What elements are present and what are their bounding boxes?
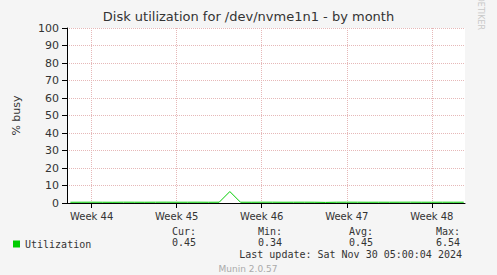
svg-text:0: 0 <box>52 197 59 210</box>
svg-text:80: 80 <box>45 57 59 70</box>
svg-text:Last update: Sat Nov 30 05:00:: Last update: Sat Nov 30 05:00:04 2024 <box>239 249 462 260</box>
svg-text:30: 30 <box>45 144 59 157</box>
svg-text:90: 90 <box>45 39 59 52</box>
svg-text:0.34: 0.34 <box>258 237 282 248</box>
svg-text:20: 20 <box>45 162 59 175</box>
svg-text:50: 50 <box>45 109 59 122</box>
svg-text:0.45: 0.45 <box>172 237 196 248</box>
svg-text:Min:: Min: <box>258 226 282 237</box>
svg-text:RRDTOOL / TOBI OETIKER: RRDTOOL / TOBI OETIKER <box>476 0 485 30</box>
svg-text:Munin 2.0.57: Munin 2.0.57 <box>219 264 278 274</box>
svg-text:Disk utilization for /dev/nvme: Disk utilization for /dev/nvme1n1 - by m… <box>103 9 394 24</box>
svg-text:Week 47: Week 47 <box>325 211 368 222</box>
svg-text:6.54: 6.54 <box>436 237 460 248</box>
svg-text:0.45: 0.45 <box>349 237 373 248</box>
svg-text:70: 70 <box>45 74 59 87</box>
svg-text:Cur:: Cur: <box>172 226 196 237</box>
svg-text:Utilization: Utilization <box>25 239 91 250</box>
svg-text:Avg:: Avg: <box>349 226 373 237</box>
svg-text:60: 60 <box>45 92 59 105</box>
svg-text:Week 44: Week 44 <box>70 211 113 222</box>
svg-text:Week 45: Week 45 <box>155 211 198 222</box>
svg-text:Max:: Max: <box>436 226 460 237</box>
svg-text:% busy: % busy <box>10 95 23 136</box>
svg-text:Week 46: Week 46 <box>240 211 283 222</box>
svg-text:100: 100 <box>38 22 59 35</box>
svg-text:10: 10 <box>45 179 59 192</box>
svg-text:Week 48: Week 48 <box>410 211 453 222</box>
svg-text:40: 40 <box>45 127 59 140</box>
